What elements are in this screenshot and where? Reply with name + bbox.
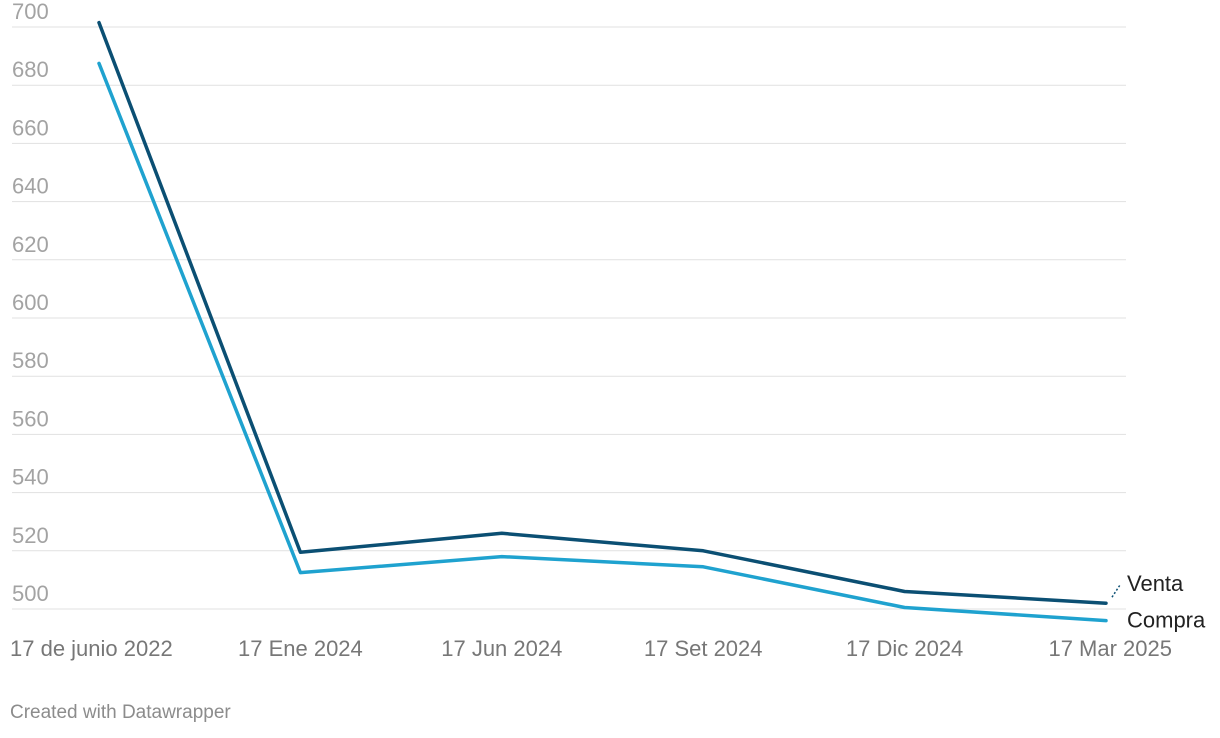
- y-tick-label: 620: [12, 232, 49, 257]
- x-tick-label: 17 Mar 2025: [1048, 636, 1172, 661]
- series-lines: [97, 20, 1108, 623]
- x-tick-label: 17 de junio 2022: [10, 636, 173, 661]
- series-label-venta: Venta: [1127, 571, 1184, 596]
- y-tick-label: 660: [12, 115, 49, 140]
- y-tick-label: 580: [12, 348, 49, 373]
- y-tick-label: 640: [12, 174, 49, 199]
- x-tick-label: 17 Dic 2024: [846, 636, 963, 661]
- x-tick-label: 17 Set 2024: [644, 636, 763, 661]
- venta-label-connector: [1111, 584, 1121, 598]
- line-chart: 500 520 540 560 580 600 620 640 660 680 700 17 de …: [10, 0, 1206, 661]
- series-labels: Venta Compra: [1111, 571, 1206, 633]
- x-tick-label: 17 Ene 2024: [238, 636, 363, 661]
- y-tick-label: 540: [12, 465, 49, 490]
- y-tick-label: 680: [12, 57, 49, 82]
- y-tick-label: 520: [12, 523, 49, 548]
- footer-credit: Created with Datawrapper: [10, 702, 231, 723]
- y-tick-label: 500: [12, 581, 49, 606]
- y-axis-ticks: 500 520 540 560 580 600 620 640 660 680 700: [12, 0, 49, 606]
- y-tick-label: 600: [12, 290, 49, 315]
- grid-lines: [12, 26, 1126, 610]
- series-label-compra: Compra: [1127, 608, 1206, 633]
- y-tick-label: 560: [12, 406, 49, 431]
- x-axis-ticks: 17 de junio 2022 17 Ene 2024 17 Jun 2024 17…: [10, 636, 1172, 661]
- series-line-compra: [97, 61, 1108, 623]
- x-tick-label: 17 Jun 2024: [441, 636, 562, 661]
- y-tick-label: 700: [12, 0, 49, 24]
- series-line-venta: [97, 20, 1108, 605]
